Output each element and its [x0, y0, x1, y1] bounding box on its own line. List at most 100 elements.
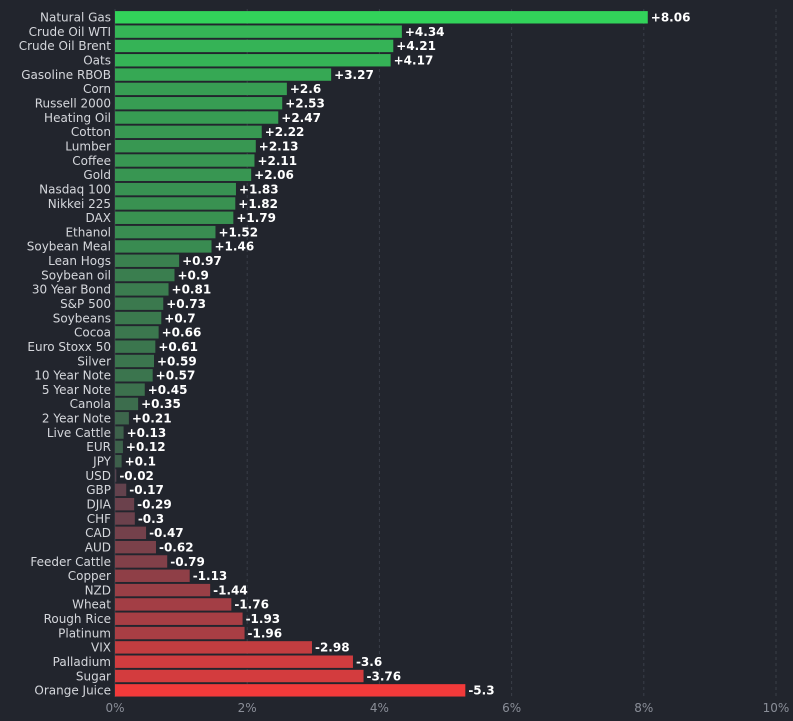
- bar: [115, 168, 252, 182]
- bar: [115, 297, 164, 310]
- category-label: Heating Oil: [44, 111, 111, 125]
- category-label: Live Cattle: [47, 426, 111, 440]
- bar: [115, 626, 245, 640]
- value-label: -0.3: [138, 512, 164, 526]
- bar: [115, 598, 232, 611]
- category-label: Wheat: [72, 598, 111, 612]
- x-axis: 0% 2% 4% 6% 8% 10%: [105, 701, 789, 715]
- category-label: Nasdaq 100: [39, 182, 111, 196]
- category-label: Canola: [70, 397, 111, 411]
- value-label: -1.13: [193, 569, 228, 583]
- value-label: -1.76: [234, 598, 269, 612]
- x-tick-label: 0%: [105, 701, 124, 715]
- bar: [115, 426, 124, 439]
- bar: [115, 455, 122, 468]
- category-label: CAD: [85, 526, 111, 540]
- category-label: Soybean oil: [41, 268, 111, 282]
- bar: [115, 240, 212, 253]
- value-label: +0.59: [157, 354, 197, 368]
- value-label: +2.11: [257, 154, 297, 168]
- value-label: -2.98: [315, 641, 350, 655]
- bar: [115, 11, 648, 24]
- value-label: +4.21: [396, 39, 436, 53]
- value-label: +0.1: [125, 455, 156, 469]
- value-label: -1.93: [246, 612, 281, 626]
- bar: [115, 139, 256, 153]
- x-tick-label: 2%: [238, 701, 257, 715]
- category-label: Natural Gas: [40, 11, 111, 25]
- value-label: +2.53: [285, 97, 325, 111]
- value-label: -1.96: [248, 626, 283, 640]
- bar: [115, 311, 162, 325]
- value-label: +0.45: [148, 383, 188, 397]
- bar: [115, 82, 287, 96]
- category-label: NZD: [85, 583, 111, 597]
- bar: [115, 512, 135, 525]
- category-label: Palladium: [53, 655, 111, 669]
- value-label: -1.44: [213, 583, 248, 597]
- value-label: +2.13: [259, 139, 299, 153]
- category-label: Lumber: [65, 139, 111, 153]
- bar: [115, 369, 153, 382]
- bar: [115, 125, 262, 139]
- bar: [115, 612, 243, 625]
- bar: [115, 526, 147, 540]
- bar: [115, 326, 159, 339]
- bar: [115, 641, 312, 654]
- value-label: +0.73: [166, 297, 206, 311]
- category-label: Crude Oil WTI: [29, 25, 111, 39]
- value-label: +8.06: [651, 11, 691, 25]
- value-label: -3.76: [367, 669, 402, 683]
- value-label: +0.7: [164, 311, 195, 325]
- category-label: 30 Year Bond: [32, 283, 111, 297]
- value-label: +1.46: [215, 240, 255, 254]
- category-label: Gold: [83, 168, 111, 182]
- category-label: Gasoline RBOB: [21, 68, 111, 82]
- bar: [115, 469, 117, 482]
- value-label: +2.6: [290, 82, 321, 96]
- category-label: Cotton: [71, 125, 111, 139]
- bar: [115, 268, 175, 282]
- bar: [115, 483, 127, 497]
- bar: [115, 154, 255, 167]
- bar: [115, 254, 180, 267]
- x-tick-label: 6%: [502, 701, 521, 715]
- bar: [115, 583, 211, 597]
- bar: [115, 211, 234, 224]
- category-label: Oats: [83, 54, 111, 68]
- value-label: -0.47: [149, 526, 184, 540]
- category-label: Russell 2000: [35, 97, 111, 111]
- value-label: +1.83: [239, 182, 279, 196]
- category-label: 10 Year Note: [34, 369, 111, 383]
- category-label: Copper: [68, 569, 111, 583]
- value-label: +1.52: [218, 225, 258, 239]
- value-label: -5.3: [468, 684, 494, 698]
- category-label: VIX: [91, 641, 111, 655]
- bar: [115, 669, 364, 683]
- value-label: +1.79: [236, 211, 276, 225]
- bar: [115, 354, 154, 368]
- category-label: Silver: [77, 354, 111, 368]
- value-label: +0.9: [177, 268, 208, 282]
- value-label: +0.13: [127, 426, 167, 440]
- category-label: Coffee: [72, 154, 111, 168]
- bar: [115, 383, 145, 396]
- category-label: CHF: [87, 512, 111, 526]
- value-label: +0.57: [156, 369, 196, 383]
- value-label: +3.27: [334, 68, 374, 82]
- value-label: +1.82: [238, 197, 278, 211]
- value-label: +4.34: [405, 25, 445, 39]
- category-label: DJIA: [86, 497, 111, 511]
- value-labels: +8.06+4.34+4.21+4.17+3.27+2.6+2.53+2.47+…: [119, 11, 690, 698]
- value-label: +0.66: [162, 326, 202, 340]
- bar: [115, 540, 156, 554]
- x-tick-label: 4%: [370, 701, 389, 715]
- category-label: Crude Oil Brent: [19, 39, 112, 53]
- category-label: Euro Stoxx 50: [27, 340, 111, 354]
- bar: [115, 197, 236, 210]
- category-label: Nikkei 225: [48, 197, 111, 211]
- category-label: JPY: [92, 455, 112, 469]
- bar: [115, 25, 402, 38]
